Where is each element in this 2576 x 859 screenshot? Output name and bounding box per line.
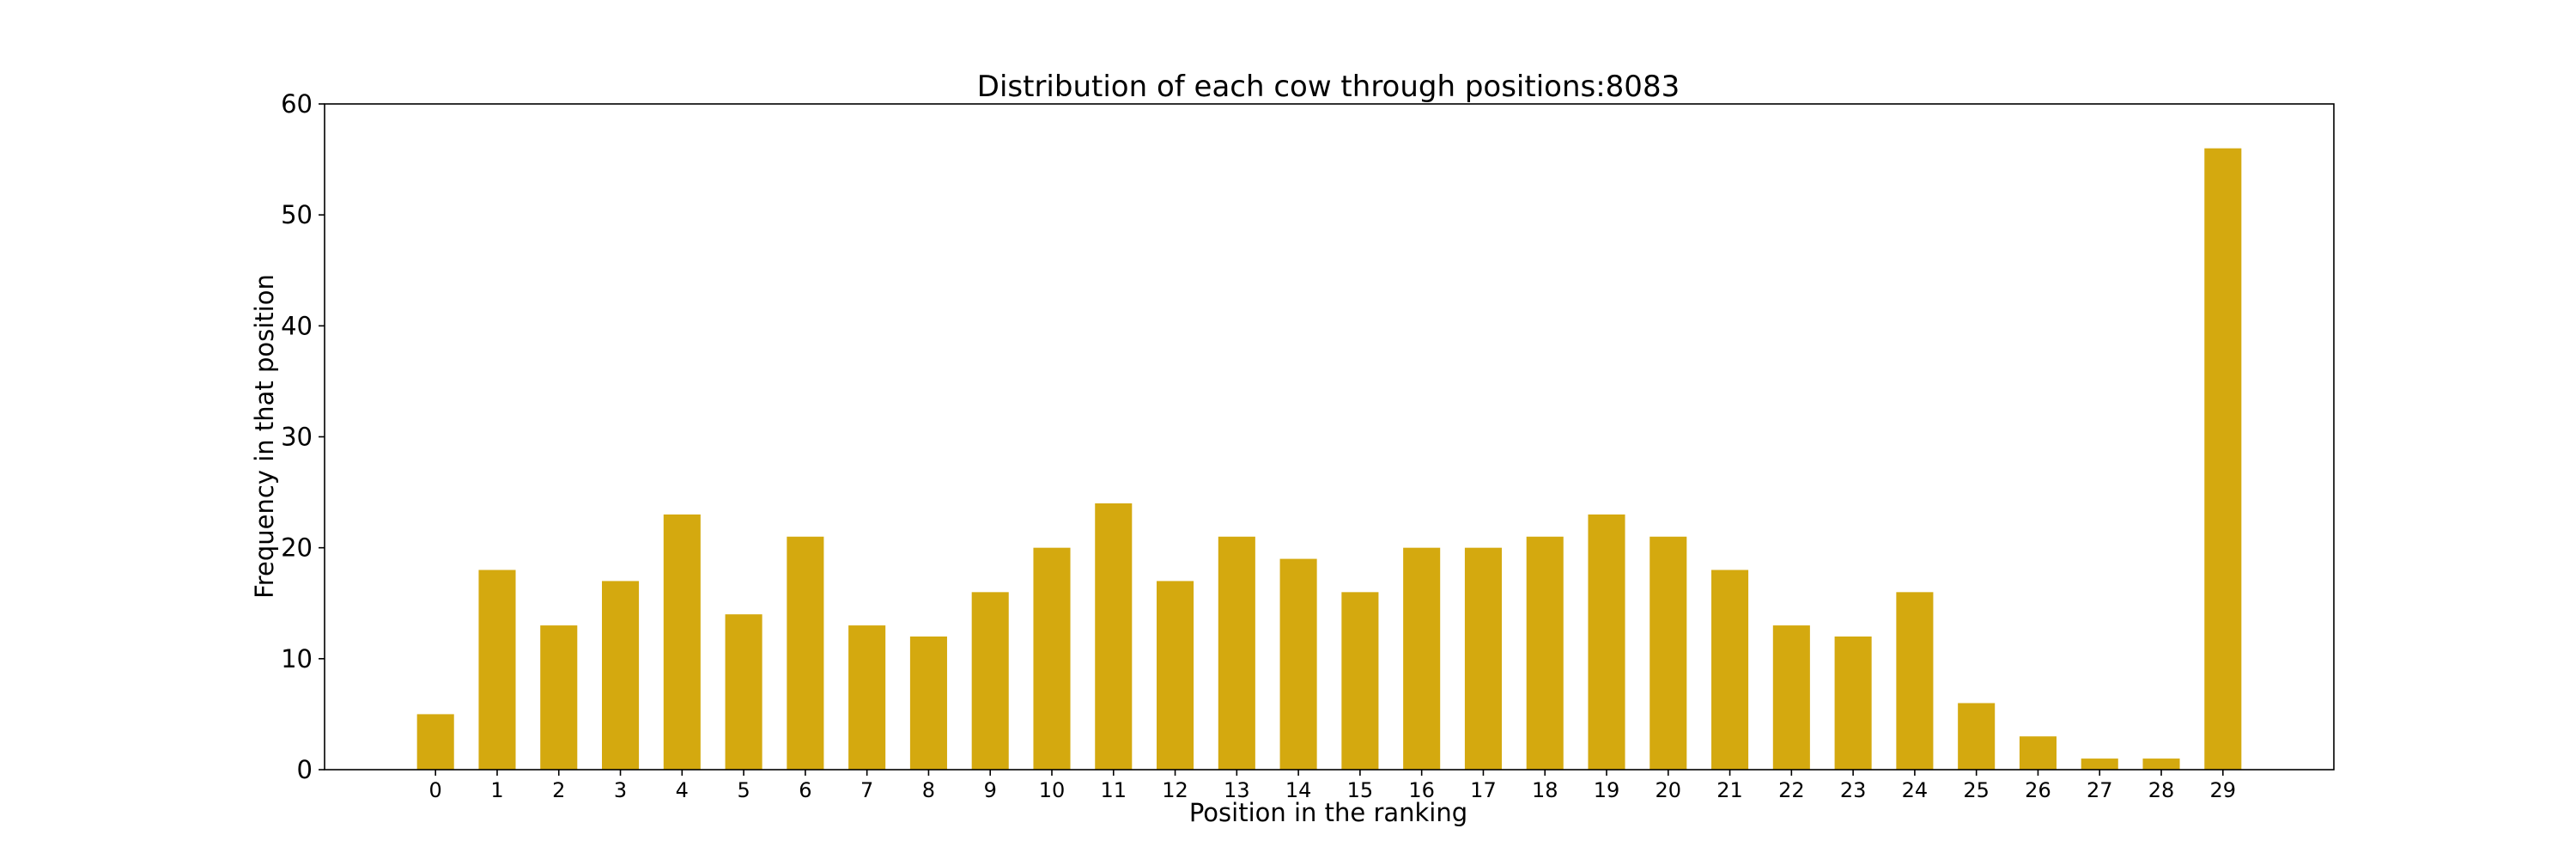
x-axis: 0 1 2 3 4 5 6 7 8 9 10 11 12 13 14 15 16 17 18 19 20 21 22 23 24… — [429, 770, 2237, 802]
bar — [1834, 637, 1872, 770]
x-tick-label: 3 — [614, 778, 627, 802]
bar — [1958, 703, 1996, 770]
x-tick-label: 18 — [1532, 778, 1558, 802]
x-tick-label: 5 — [737, 778, 750, 802]
x-tick-label: 29 — [2210, 778, 2237, 802]
plot-frame — [324, 103, 2335, 771]
x-tick-label: 1 — [490, 778, 503, 802]
bar — [725, 614, 762, 770]
bar — [1033, 547, 1071, 770]
bar — [1095, 503, 1133, 770]
chart-title: Distribution of each cow through positio… — [977, 70, 1680, 104]
bar — [1403, 547, 1441, 770]
bar — [1157, 581, 1194, 770]
x-tick-label: 27 — [2087, 778, 2113, 802]
y-tick-label: 0 — [297, 755, 313, 784]
bar — [909, 637, 947, 770]
bar — [1896, 592, 1934, 770]
bar — [2019, 736, 2057, 770]
x-tick-label: 4 — [676, 778, 689, 802]
bar — [971, 592, 1009, 770]
y-axis-label: Frequency in that position — [250, 274, 279, 599]
x-tick-label: 10 — [1039, 778, 1066, 802]
bar — [1711, 570, 1749, 770]
x-tick-label: 20 — [1656, 778, 1682, 802]
x-tick-label: 15 — [1347, 778, 1374, 802]
x-tick-label: 22 — [1778, 778, 1805, 802]
x-tick-label: 23 — [1840, 778, 1867, 802]
x-tick-label: 8 — [922, 778, 935, 802]
y-tick-label: 60 — [281, 89, 313, 119]
x-tick-label: 25 — [1963, 778, 1990, 802]
y-tick-label: 30 — [281, 423, 313, 452]
bar — [478, 570, 516, 770]
bar — [602, 581, 640, 770]
x-tick-label: 16 — [1408, 778, 1435, 802]
bar — [1588, 514, 1625, 770]
bar-group — [416, 148, 2242, 770]
x-tick-label: 19 — [1594, 778, 1620, 802]
x-tick-label: 24 — [1902, 778, 1929, 802]
x-tick-label: 14 — [1285, 778, 1312, 802]
y-tick-label: 40 — [281, 311, 313, 340]
x-tick-label: 11 — [1100, 778, 1127, 802]
bar — [2142, 758, 2180, 770]
x-tick-label: 26 — [2025, 778, 2051, 802]
bar — [1526, 536, 1564, 770]
y-axis: 0 10 20 30 40 50 60 — [281, 89, 325, 784]
bar — [1772, 625, 1810, 770]
bar — [1279, 558, 1317, 770]
y-tick-label: 10 — [281, 644, 313, 673]
bar — [1218, 536, 1255, 770]
x-tick-label: 7 — [860, 778, 873, 802]
x-tick-label: 21 — [1716, 778, 1743, 802]
bar — [416, 714, 454, 770]
y-tick-label: 20 — [281, 533, 313, 563]
x-tick-label: 28 — [2148, 778, 2175, 802]
bar — [1464, 547, 1502, 770]
bar — [787, 536, 824, 770]
bar — [540, 625, 578, 770]
bar — [1341, 592, 1379, 770]
y-tick-label: 50 — [281, 200, 313, 229]
x-tick-label: 17 — [1470, 778, 1497, 802]
x-tick-label: 12 — [1162, 778, 1188, 802]
x-tick-label: 6 — [799, 778, 811, 802]
x-tick-label: 13 — [1224, 778, 1250, 802]
x-tick-label: 9 — [984, 778, 997, 802]
bar — [848, 625, 886, 770]
x-tick-label: 0 — [429, 778, 442, 802]
bar — [2204, 148, 2242, 770]
bar — [1649, 536, 1687, 770]
x-tick-label: 2 — [552, 778, 565, 802]
bar — [663, 514, 701, 770]
bar — [2081, 758, 2118, 770]
x-axis-label: Position in the ranking — [1189, 798, 1467, 827]
